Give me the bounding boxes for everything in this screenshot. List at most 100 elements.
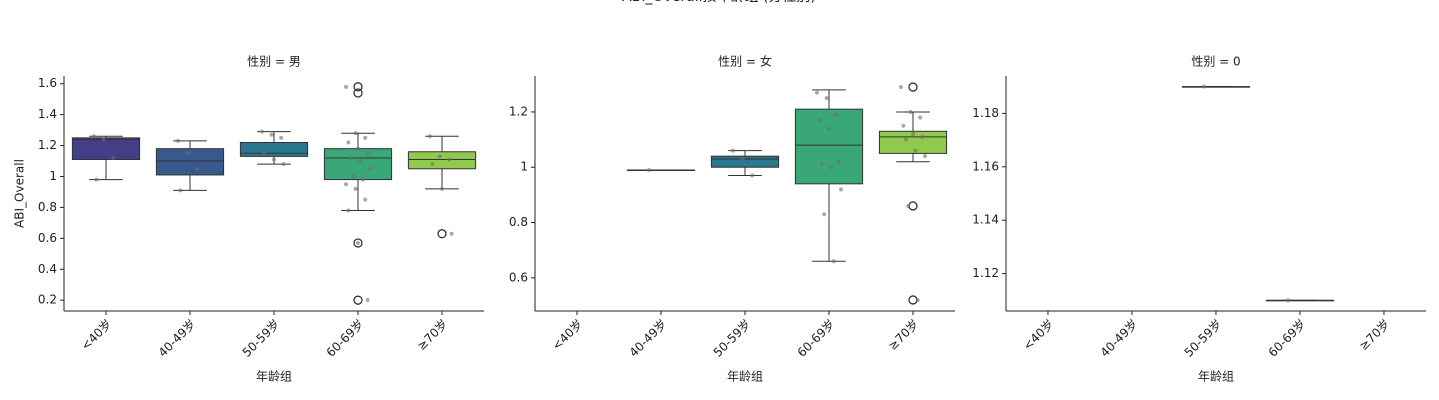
x-tick-label: <40岁 [78, 316, 115, 353]
strip-point [272, 157, 276, 162]
strip-point [351, 174, 356, 179]
box [323, 148, 393, 181]
x-tick-label: 40-49岁 [626, 316, 670, 360]
strip-point [92, 134, 96, 139]
strip-point [356, 146, 360, 151]
y-tick-label: 1 [520, 160, 528, 174]
flier [908, 82, 918, 92]
strip-point [360, 177, 365, 182]
x-axis-label: 年龄组 [256, 370, 292, 384]
strip-point [449, 231, 454, 236]
y-tick-label: 1.16 [972, 159, 999, 173]
flier [353, 82, 363, 92]
x-tick-label: 60-69岁 [1265, 316, 1309, 360]
y-tick-label: 1.4 [38, 107, 57, 121]
x-tick-label: 50-59岁 [710, 316, 754, 360]
x-tick-label: ≥70岁 [1356, 316, 1393, 353]
y-tick-label: 1.6 [38, 76, 57, 90]
strip-point [353, 186, 358, 191]
box [794, 108, 864, 185]
strip-point [911, 132, 915, 137]
strip-point [750, 173, 755, 178]
strip-point [356, 240, 360, 245]
strip-point [915, 297, 920, 302]
y-tick-label: 1.14 [972, 213, 999, 227]
strip-point [906, 203, 911, 208]
strip-point [262, 151, 267, 156]
flier [353, 238, 363, 248]
strip-point [428, 134, 432, 139]
strip-point [363, 135, 368, 140]
box [239, 141, 309, 157]
x-tick-label: ≥70岁 [414, 316, 451, 353]
y-tick-label: 1 [49, 169, 57, 183]
y-tick-label: 1.2 [509, 104, 528, 118]
strip-point [731, 148, 735, 153]
strip-point [447, 157, 452, 162]
strip-point [344, 84, 348, 89]
strip-point [346, 140, 351, 145]
strip-point [101, 137, 106, 142]
figure-title: ABI_Overall按年龄组 (分性别) [622, 0, 816, 5]
strip-point [1286, 298, 1290, 303]
strip-point [195, 166, 200, 171]
y-tick-label: 0.8 [38, 200, 57, 214]
x-axis-label: 年龄组 [727, 370, 763, 384]
strip-point [918, 115, 923, 120]
y-tick-label: 0.6 [509, 270, 528, 284]
strip-point [923, 154, 927, 159]
strip-point [815, 90, 819, 95]
x-tick-label: <40岁 [549, 316, 586, 353]
strip-point [647, 168, 651, 172]
strip-point [344, 182, 348, 187]
strip-point [908, 109, 913, 114]
x-tick-label: ≥70岁 [885, 316, 922, 353]
strip-point [836, 159, 841, 164]
x-tick-label: 40-49岁 [1097, 316, 1141, 360]
panel-title: 性别 = 女 [718, 54, 772, 69]
strip-point [913, 148, 918, 153]
strip-point [346, 208, 351, 213]
strip-point [903, 137, 908, 142]
strip-point [824, 96, 829, 101]
strip-point [111, 155, 116, 160]
strip-point [822, 212, 827, 217]
box [407, 151, 477, 170]
strip-point [353, 131, 358, 136]
strip-point [834, 112, 839, 117]
strip-point [368, 166, 372, 171]
y-tick-label: 1.2 [38, 138, 57, 152]
strip-point [437, 154, 442, 159]
flier [437, 229, 447, 239]
strip-point [920, 134, 925, 139]
y-tick-label: 0.6 [38, 231, 57, 245]
strip-point [1202, 84, 1206, 89]
strip-point [839, 187, 843, 192]
box [155, 148, 225, 176]
y-tick-label: 0.2 [38, 293, 57, 307]
x-tick-label: 50-59岁 [239, 316, 283, 360]
flier [353, 88, 363, 98]
y-tick-label: 1.12 [972, 266, 999, 280]
y-tick-label: 1.18 [972, 106, 999, 120]
strip-point [176, 138, 180, 143]
strip-point [901, 123, 906, 128]
strip-point [281, 162, 286, 167]
strip-point [365, 151, 370, 156]
panel-title: 性别 = 男 [247, 55, 301, 69]
x-tick-label: <40岁 [1020, 316, 1057, 353]
strip-point [363, 197, 368, 202]
strip-point [899, 85, 903, 90]
box [71, 137, 141, 160]
y-tick-label: 0.8 [509, 215, 528, 229]
strip-point [348, 155, 353, 160]
x-tick-label: 60-69岁 [323, 316, 367, 360]
strip-point [740, 156, 745, 161]
strip-point [269, 132, 274, 137]
strip-point [831, 259, 836, 264]
flier [353, 295, 363, 305]
x-tick-label: 40-49岁 [155, 316, 199, 360]
strip-point [260, 129, 264, 134]
strip-point [829, 165, 834, 170]
